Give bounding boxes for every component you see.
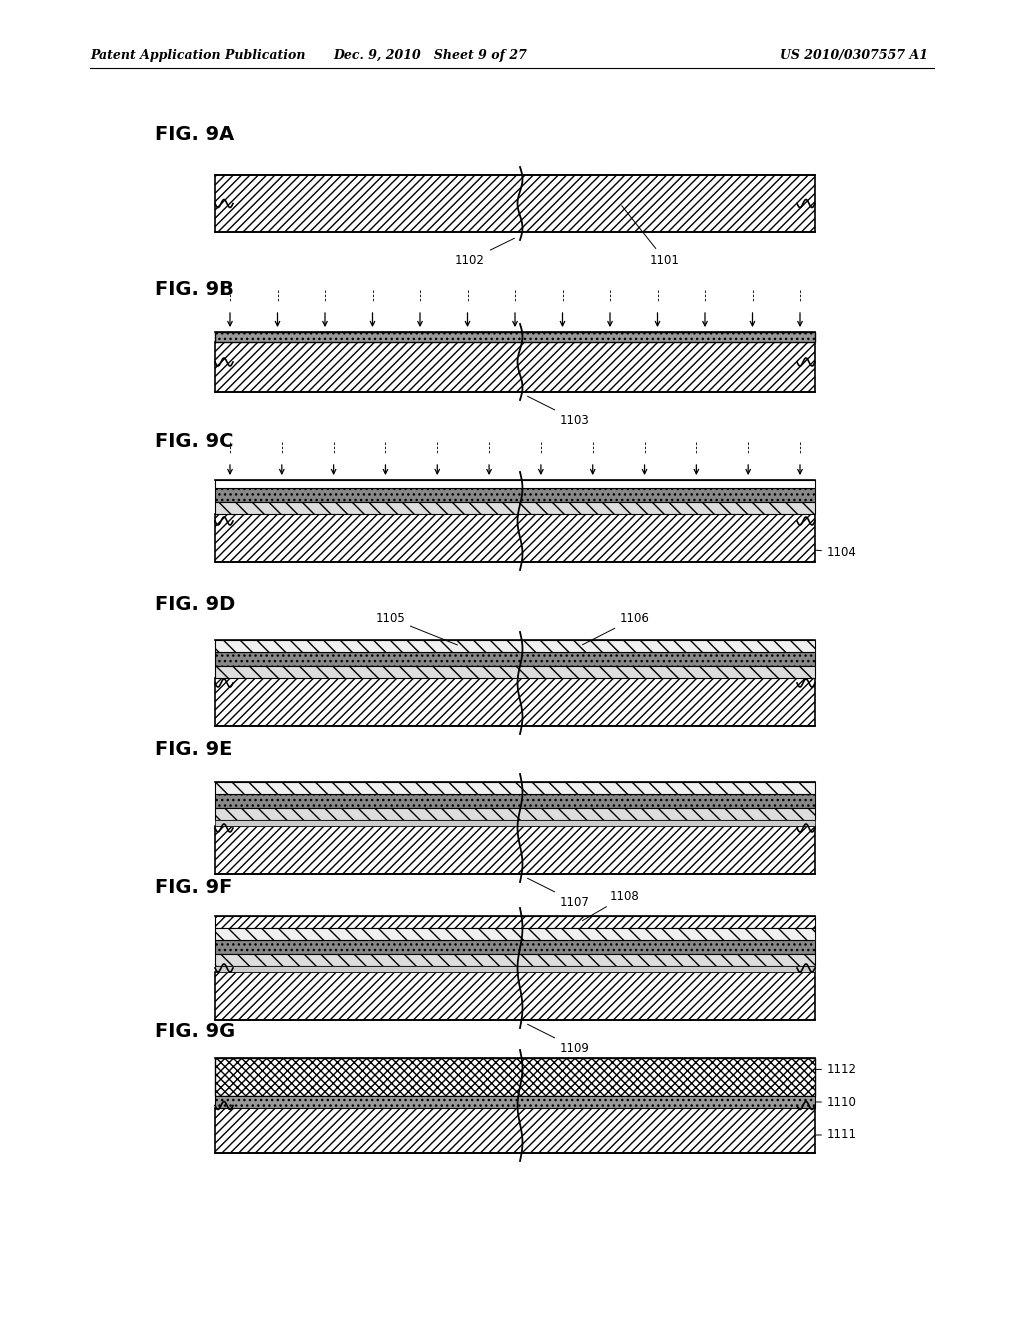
Bar	[215, 667, 815, 678]
Text: 1102: 1102	[455, 238, 514, 267]
Text: FIG. 9B: FIG. 9B	[155, 280, 233, 300]
Text: FIG. 9E: FIG. 9E	[155, 741, 232, 759]
Text: 1109: 1109	[527, 1024, 590, 1055]
Bar	[215, 954, 815, 966]
Bar	[215, 1096, 815, 1107]
Bar	[215, 333, 815, 342]
Bar	[215, 966, 815, 972]
Text: 1107: 1107	[527, 878, 590, 908]
Bar	[215, 652, 815, 667]
Text: US 2010/0307557 A1: US 2010/0307557 A1	[780, 49, 928, 62]
Text: Dec. 9, 2010   Sheet 9 of 27: Dec. 9, 2010 Sheet 9 of 27	[333, 49, 527, 62]
Text: 1106: 1106	[583, 611, 650, 644]
Bar	[215, 1059, 815, 1096]
Bar	[215, 502, 815, 513]
Text: FIG. 9A: FIG. 9A	[155, 125, 234, 144]
Bar	[215, 820, 815, 826]
Bar	[215, 826, 815, 874]
Text: 1112: 1112	[816, 1063, 857, 1076]
Bar	[215, 781, 815, 795]
Bar	[215, 940, 815, 954]
Text: FIG. 9F: FIG. 9F	[155, 878, 232, 898]
Bar	[215, 928, 815, 940]
Bar	[215, 808, 815, 820]
Text: 1111: 1111	[816, 1129, 857, 1142]
Bar	[215, 176, 815, 232]
Text: 1101: 1101	[622, 206, 680, 267]
Bar	[215, 640, 815, 652]
Text: 1104: 1104	[815, 545, 857, 558]
Text: 1105: 1105	[375, 611, 458, 645]
Text: 1103: 1103	[527, 396, 590, 426]
Text: FIG. 9G: FIG. 9G	[155, 1022, 236, 1041]
Bar	[215, 480, 815, 488]
Text: FIG. 9D: FIG. 9D	[155, 595, 236, 614]
Bar	[215, 972, 815, 1020]
Bar	[215, 916, 815, 928]
Bar	[215, 513, 815, 562]
Bar	[215, 678, 815, 726]
Text: 1110: 1110	[816, 1096, 857, 1109]
Text: Patent Application Publication: Patent Application Publication	[90, 49, 305, 62]
Bar	[215, 488, 815, 502]
Bar	[215, 795, 815, 808]
Text: 1108: 1108	[583, 890, 640, 920]
Bar	[215, 342, 815, 392]
Bar	[215, 1107, 815, 1152]
Text: FIG. 9C: FIG. 9C	[155, 432, 233, 451]
